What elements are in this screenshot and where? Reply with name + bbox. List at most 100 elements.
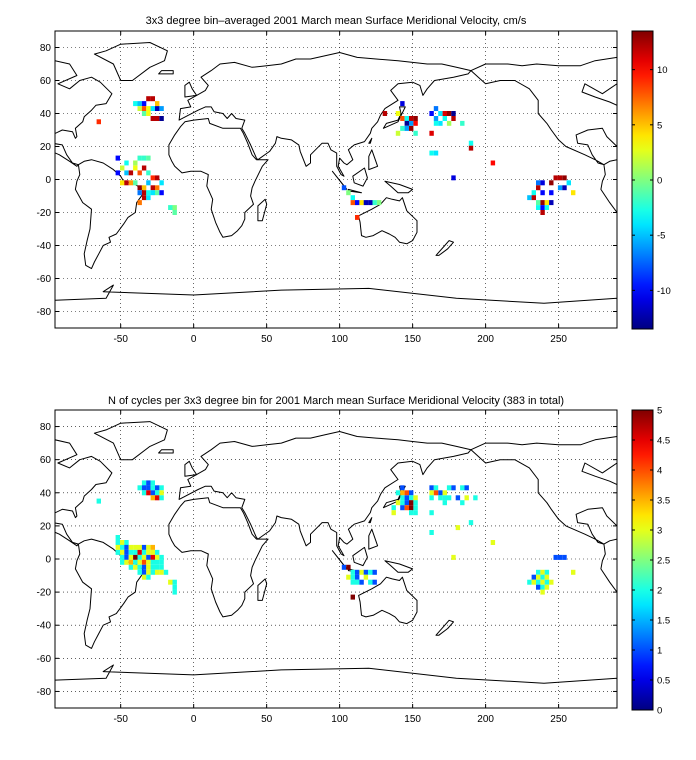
data-cell — [355, 574, 360, 580]
data-cell — [133, 549, 138, 555]
data-cell — [350, 574, 355, 580]
data-cell — [562, 175, 567, 181]
data-cell — [124, 549, 129, 555]
data-cell — [531, 195, 536, 201]
land-outline — [368, 517, 373, 524]
data-cell — [115, 535, 120, 540]
data-cell — [536, 584, 541, 590]
data-cell — [124, 544, 129, 550]
data-cell — [120, 549, 125, 555]
data-cell — [409, 116, 414, 121]
data-cell — [446, 111, 452, 116]
data-cell — [146, 574, 151, 580]
data-cell — [141, 111, 147, 116]
data-cell — [159, 554, 164, 560]
data-cell — [442, 500, 447, 506]
data-cell — [155, 569, 160, 575]
y-tick-label: 60 — [40, 455, 52, 466]
data-cell — [133, 180, 138, 186]
data-cell — [172, 584, 177, 590]
land-outline — [384, 560, 414, 573]
data-cell — [159, 106, 164, 111]
colorbar-tick-label: 0 — [657, 706, 662, 717]
colorbar-tick-label: 10 — [657, 65, 668, 76]
data-cell — [137, 155, 142, 161]
data-cell — [536, 200, 541, 206]
data-cell — [341, 564, 347, 570]
data-cell — [146, 554, 151, 560]
data-cell — [544, 200, 550, 206]
data-cell — [133, 165, 138, 171]
data-cell — [562, 554, 567, 560]
data-cell — [549, 579, 554, 585]
land-outline — [358, 197, 418, 245]
data-cell — [128, 544, 134, 550]
data-cell — [150, 190, 155, 196]
data-cell — [133, 544, 138, 550]
data-cell — [544, 205, 550, 210]
data-cell — [409, 495, 414, 501]
data-cell — [404, 116, 409, 121]
data-cell — [460, 485, 465, 491]
data-cell — [429, 530, 434, 535]
data-cell — [141, 485, 147, 491]
data-cell — [446, 495, 452, 501]
colorbar-tick-label: 5 — [657, 120, 662, 131]
data-cell — [133, 160, 138, 166]
data-cell — [557, 175, 563, 181]
data-cell — [146, 180, 151, 186]
data-cell — [137, 569, 142, 575]
data-cell — [400, 495, 405, 501]
data-cell — [413, 510, 418, 516]
data-cell — [490, 160, 496, 166]
data-cell — [159, 190, 164, 196]
data-cell — [128, 170, 134, 176]
data-cell — [400, 101, 405, 107]
data-cell — [442, 111, 447, 116]
data-cell — [395, 500, 401, 506]
data-cell — [137, 106, 142, 111]
data-cell — [359, 569, 364, 575]
data-cell — [540, 589, 545, 595]
data-cell — [400, 500, 405, 506]
data-cell — [549, 190, 554, 196]
data-cell — [540, 584, 545, 590]
data-cell — [438, 490, 443, 496]
data-cell — [128, 564, 134, 570]
x-axis-ticks: -50 0 50 100 150 200 250 — [113, 410, 567, 725]
grid — [55, 410, 617, 708]
y-tick-label: -40 — [37, 241, 52, 252]
land-outline — [382, 106, 406, 129]
data-cell — [442, 495, 447, 501]
data-cell — [137, 549, 142, 555]
colorbar-tick-label: 0 — [657, 176, 662, 187]
data-cell — [359, 579, 364, 585]
data-cell — [557, 185, 563, 191]
data-cell — [141, 480, 147, 486]
data-cell — [155, 106, 160, 111]
data-cell — [115, 170, 120, 176]
land-outline — [600, 538, 617, 593]
data-cell — [128, 559, 134, 565]
chart-title: 3x3 degree bin–averaged 2001 March mean … — [146, 15, 527, 27]
data-cell — [372, 200, 377, 206]
data-cell — [355, 200, 360, 206]
data-cell — [404, 505, 409, 511]
data-cell — [115, 544, 120, 550]
x-tick-label: 100 — [331, 714, 348, 725]
land-outline — [435, 619, 454, 636]
data-cell — [442, 490, 447, 496]
data-cell — [464, 485, 469, 491]
y-tick-label: 40 — [40, 109, 52, 120]
data-cell — [150, 116, 155, 121]
data-cell — [442, 116, 447, 121]
y-tick-label: 80 — [40, 43, 52, 54]
data-cell — [155, 554, 160, 560]
data-cell — [395, 130, 401, 136]
data-cell — [350, 579, 355, 585]
x-axis-ticks: -50 0 50 100 150 200 250 — [113, 31, 567, 345]
y-tick-label: 80 — [40, 422, 52, 433]
colorbar-tick-label: 2.5 — [657, 556, 670, 567]
panel-velocity: 3x3 degree bin–averaged 2001 March mean … — [37, 15, 671, 345]
